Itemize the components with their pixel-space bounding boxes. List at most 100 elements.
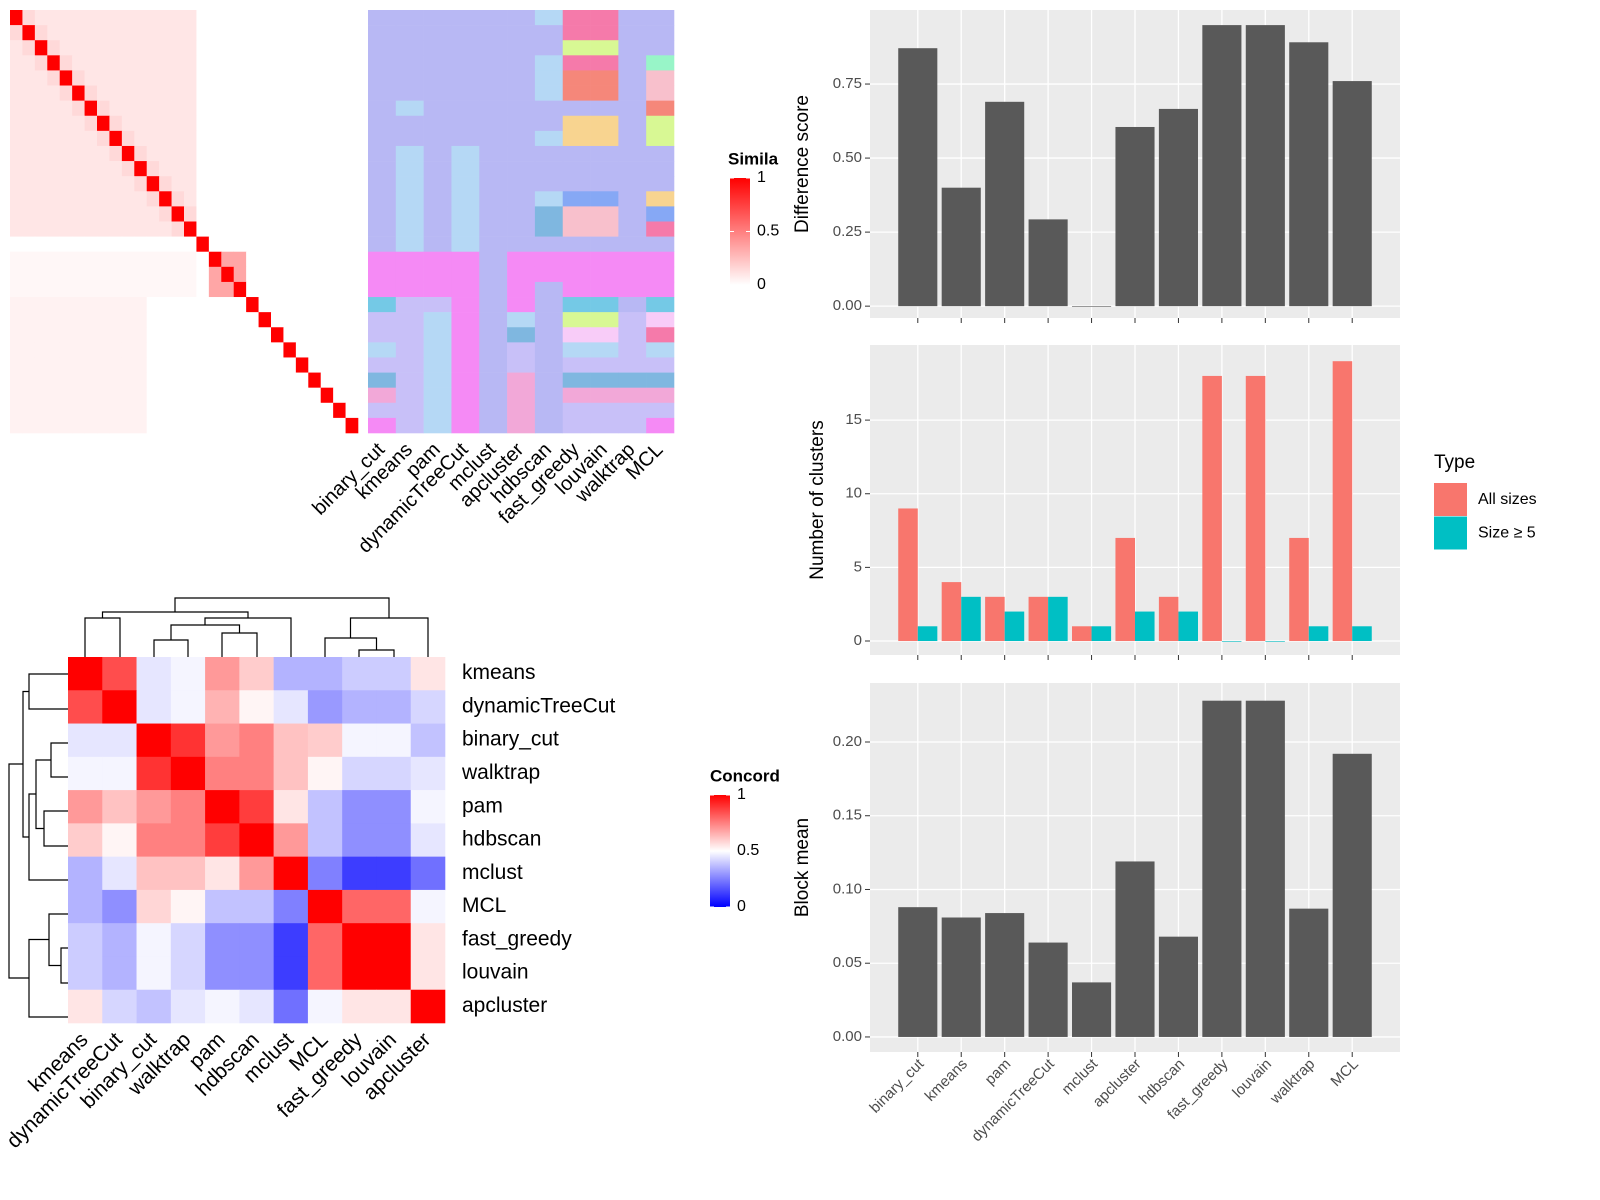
heatmap-cell bbox=[109, 10, 123, 26]
annotation-cell bbox=[618, 221, 647, 237]
heatmap-cell bbox=[22, 130, 36, 147]
heatmap-cell bbox=[283, 387, 297, 404]
heatmap-cell bbox=[258, 40, 272, 56]
heatmap-cell bbox=[134, 297, 148, 313]
annotation-cell bbox=[479, 130, 508, 147]
heatmap-cell bbox=[72, 161, 85, 177]
row-label: mclust bbox=[462, 861, 523, 884]
heatmap-cell bbox=[307, 856, 343, 891]
row-label: kmeans bbox=[462, 661, 536, 684]
heatmap-cell bbox=[184, 25, 197, 41]
legend-title: Concord bbox=[710, 766, 780, 785]
heatmap-cell bbox=[271, 417, 284, 434]
annotation-cell bbox=[646, 130, 675, 147]
heatmap-cell bbox=[97, 55, 110, 71]
heatmap-cell bbox=[22, 221, 36, 237]
heatmap-cell bbox=[345, 191, 359, 207]
heatmap-cell bbox=[121, 297, 135, 313]
colorbar-label: 0 bbox=[757, 276, 766, 293]
heatmap-cell bbox=[258, 55, 272, 71]
heatmap-cell bbox=[320, 357, 334, 373]
bar bbox=[985, 913, 1025, 1037]
heatmap-cell bbox=[159, 55, 172, 71]
heatmap-cell bbox=[146, 161, 160, 177]
heatmap-cell bbox=[146, 40, 160, 56]
heatmap-cell bbox=[307, 790, 343, 824]
bar bbox=[985, 101, 1025, 307]
annotation-cell bbox=[507, 161, 536, 177]
annotation-cell bbox=[534, 40, 564, 56]
heatmap-cell bbox=[159, 402, 172, 419]
heatmap-cell bbox=[170, 723, 206, 758]
row-label: walktrap bbox=[461, 761, 540, 784]
heatmap-cell bbox=[184, 130, 197, 147]
heatmap-cell bbox=[47, 297, 61, 313]
heatmap-cell bbox=[308, 327, 322, 343]
heatmap-cell bbox=[102, 856, 137, 891]
heatmap-cell bbox=[258, 266, 272, 283]
heatmap-cell bbox=[134, 206, 148, 222]
heatmap-cell bbox=[159, 191, 172, 207]
heatmap-cell bbox=[184, 342, 197, 358]
annotation-cell bbox=[451, 115, 480, 132]
heatmap-cell bbox=[121, 191, 135, 207]
heatmap-cell bbox=[239, 956, 274, 991]
heatmap-cell bbox=[72, 130, 85, 147]
heatmap-cell bbox=[72, 372, 85, 388]
annotation-cell bbox=[562, 266, 591, 283]
heatmap-cell bbox=[72, 40, 85, 56]
heatmap-cell bbox=[283, 236, 297, 253]
heatmap-cell bbox=[170, 889, 206, 924]
heatmap-cell bbox=[134, 312, 148, 328]
heatmap-cell bbox=[345, 236, 359, 253]
heatmap-cell bbox=[134, 115, 148, 132]
annotation-cell bbox=[646, 161, 675, 177]
heatmap-cell bbox=[171, 387, 185, 404]
annotation-cell bbox=[423, 25, 452, 41]
heatmap-cell bbox=[233, 10, 247, 26]
annotation-cell bbox=[368, 115, 397, 132]
annotation-cell bbox=[479, 115, 508, 132]
heatmap-cell bbox=[159, 40, 172, 56]
heatmap-cell bbox=[333, 387, 346, 404]
heatmap-cell bbox=[59, 100, 73, 117]
heatmap-cell bbox=[184, 85, 197, 101]
annotation-cell bbox=[368, 70, 397, 86]
heatmap-cell bbox=[233, 55, 247, 71]
heatmap-cell bbox=[196, 236, 210, 253]
heatmap-cell bbox=[196, 100, 210, 117]
heatmap-cell bbox=[246, 417, 259, 434]
heatmap-cell bbox=[22, 206, 36, 222]
annotation-cell bbox=[534, 236, 564, 253]
heatmap-cell bbox=[233, 25, 247, 41]
annotation-cell bbox=[646, 191, 675, 207]
annotation-cell bbox=[507, 312, 536, 328]
heatmap-cell bbox=[320, 206, 334, 222]
heatmap-cell bbox=[34, 25, 48, 41]
annotation-cell bbox=[618, 70, 647, 86]
heatmap-cell bbox=[246, 372, 259, 388]
annotation-cell bbox=[618, 417, 647, 434]
y-tick-label: 0.00 bbox=[833, 1028, 862, 1045]
heatmap-cell bbox=[10, 85, 23, 101]
heatmap-cell bbox=[121, 206, 135, 222]
y-tick-label: 0.25 bbox=[833, 223, 862, 240]
heatmap-cell bbox=[34, 372, 48, 388]
heatmap-cell bbox=[136, 889, 172, 924]
annotation-cell bbox=[451, 100, 480, 117]
annotation-cell bbox=[618, 281, 647, 298]
annotation-cell bbox=[562, 251, 591, 268]
bar bbox=[1072, 306, 1112, 307]
heatmap-cell bbox=[320, 387, 334, 404]
heatmap-cell bbox=[171, 312, 185, 328]
heatmap-cell bbox=[47, 312, 61, 328]
legend-label: All sizes bbox=[1478, 491, 1537, 508]
heatmap-cell bbox=[121, 417, 135, 434]
annotation-cell bbox=[507, 236, 536, 253]
heatmap-cell bbox=[184, 10, 197, 26]
y-tick-label: 5 bbox=[854, 558, 862, 575]
annotation-cell bbox=[507, 387, 536, 404]
heatmap-cell bbox=[196, 281, 210, 298]
heatmap-cell bbox=[273, 956, 309, 991]
heatmap-cell bbox=[10, 25, 23, 41]
